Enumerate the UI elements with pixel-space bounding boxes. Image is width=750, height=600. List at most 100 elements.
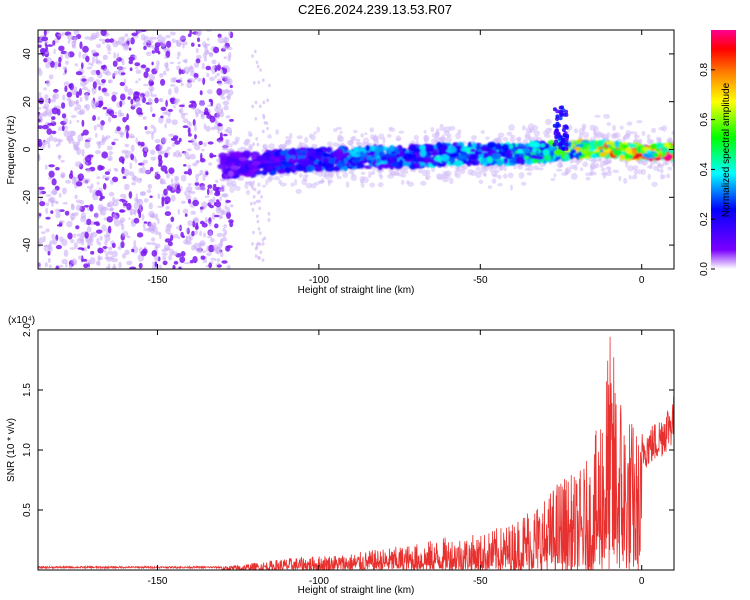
ridge-blob xyxy=(506,152,514,159)
noise-speckle xyxy=(121,253,127,259)
noise-speckle xyxy=(44,94,49,100)
ridge-halo xyxy=(550,178,556,181)
noise-speckle xyxy=(214,223,219,229)
noise-speckle xyxy=(183,164,187,167)
spur-blob xyxy=(564,142,569,147)
noise-speckle xyxy=(187,183,192,186)
noise-speckle xyxy=(112,213,116,218)
noise-speckle xyxy=(154,65,159,72)
noise-speckle xyxy=(255,214,259,219)
noise-speckle xyxy=(133,202,139,210)
ridge-halo xyxy=(658,126,664,131)
noise-speckle xyxy=(90,231,98,238)
noise-speckle xyxy=(163,70,167,76)
ridge-blob xyxy=(284,163,293,167)
ridge-halo xyxy=(448,125,456,131)
ridge-halo xyxy=(445,173,451,179)
noise-speckle xyxy=(137,177,142,184)
noise-speckle xyxy=(229,84,233,89)
noise-speckle xyxy=(180,113,186,119)
ridge-blob xyxy=(349,150,355,155)
ridge-halo xyxy=(224,139,230,144)
noise-speckle xyxy=(179,36,186,40)
noise-speckle xyxy=(128,171,135,176)
noise-speckle xyxy=(251,208,255,212)
ridge-blob xyxy=(470,148,476,153)
noise-speckle xyxy=(154,97,159,104)
ridge-blob xyxy=(389,145,395,152)
noise-speckle xyxy=(96,229,103,234)
noise-speckle xyxy=(98,241,101,246)
noise-speckle xyxy=(199,220,205,225)
spectrogram-axes: -150 -100 -50 0 -40 -20 0 20 40 xyxy=(22,30,674,286)
spur-blob xyxy=(562,133,567,138)
ridge-halo xyxy=(641,159,648,166)
noise-speckle xyxy=(160,78,166,86)
noise-speckle xyxy=(75,99,79,107)
ridge-halo xyxy=(413,134,419,141)
ridge-halo xyxy=(585,176,591,181)
noise-speckle xyxy=(142,223,146,229)
noise-speckle xyxy=(48,74,54,80)
noise-speckle xyxy=(102,246,108,249)
noise-speckle xyxy=(43,244,50,248)
noise-speckle xyxy=(189,65,193,70)
noise-speckle xyxy=(128,56,135,61)
noise-speckle xyxy=(131,248,135,253)
ridge-blob xyxy=(324,162,335,169)
noise-speckle xyxy=(201,201,208,209)
noise-speckle xyxy=(128,47,132,51)
ridge-blob xyxy=(622,144,628,149)
ridge-halo xyxy=(245,189,251,196)
ridge-halo xyxy=(497,132,505,138)
noise-speckle xyxy=(62,66,67,71)
noise-speckle xyxy=(65,179,72,184)
noise-speckle xyxy=(170,216,175,223)
ridge-halo xyxy=(524,167,530,171)
noise-speckle xyxy=(226,93,231,101)
noise-speckle xyxy=(173,105,176,109)
noise-speckle xyxy=(83,263,89,269)
noise-speckle xyxy=(226,206,231,214)
noise-speckle xyxy=(47,123,54,126)
noise-speckle xyxy=(185,194,192,201)
noise-speckle xyxy=(186,148,192,152)
noise-speckle xyxy=(112,40,119,48)
ridge-blob xyxy=(378,163,388,168)
ridge-blob xyxy=(476,144,481,150)
noise-speckle xyxy=(195,48,199,54)
noise-speckle xyxy=(111,94,117,102)
noise-speckle xyxy=(114,111,118,115)
noise-speckle xyxy=(195,173,199,180)
spur-blob xyxy=(564,109,569,114)
noise-speckle xyxy=(104,171,110,176)
noise-speckle xyxy=(78,51,82,58)
ridge-blob xyxy=(307,149,316,157)
ridge-halo xyxy=(480,130,485,134)
noise-speckle xyxy=(253,201,256,205)
noise-speckle xyxy=(139,191,146,196)
noise-speckle xyxy=(102,54,109,61)
noise-speckle xyxy=(217,123,223,127)
noise-speckle xyxy=(54,208,61,213)
noise-speckle xyxy=(176,39,183,47)
noise-speckle xyxy=(249,201,253,206)
noise-speckle xyxy=(39,47,46,55)
ridge-halo xyxy=(262,143,269,150)
ridge-halo xyxy=(265,179,269,186)
noise-speckle xyxy=(185,186,193,193)
noise-speckle xyxy=(205,219,209,223)
noise-speckle xyxy=(193,62,199,68)
ridge-halo xyxy=(589,171,594,176)
noise-speckle xyxy=(48,264,52,269)
noise-speckle xyxy=(58,62,62,68)
ridge-halo xyxy=(372,136,379,143)
ridge-blob xyxy=(352,153,362,158)
noise-speckle xyxy=(179,107,184,115)
ridge-halo xyxy=(647,173,651,180)
noise-speckle xyxy=(258,242,262,246)
noise-speckle xyxy=(95,133,98,138)
ridge-halo xyxy=(377,182,384,188)
ridge-halo xyxy=(627,165,634,172)
ridge-halo xyxy=(364,132,368,136)
